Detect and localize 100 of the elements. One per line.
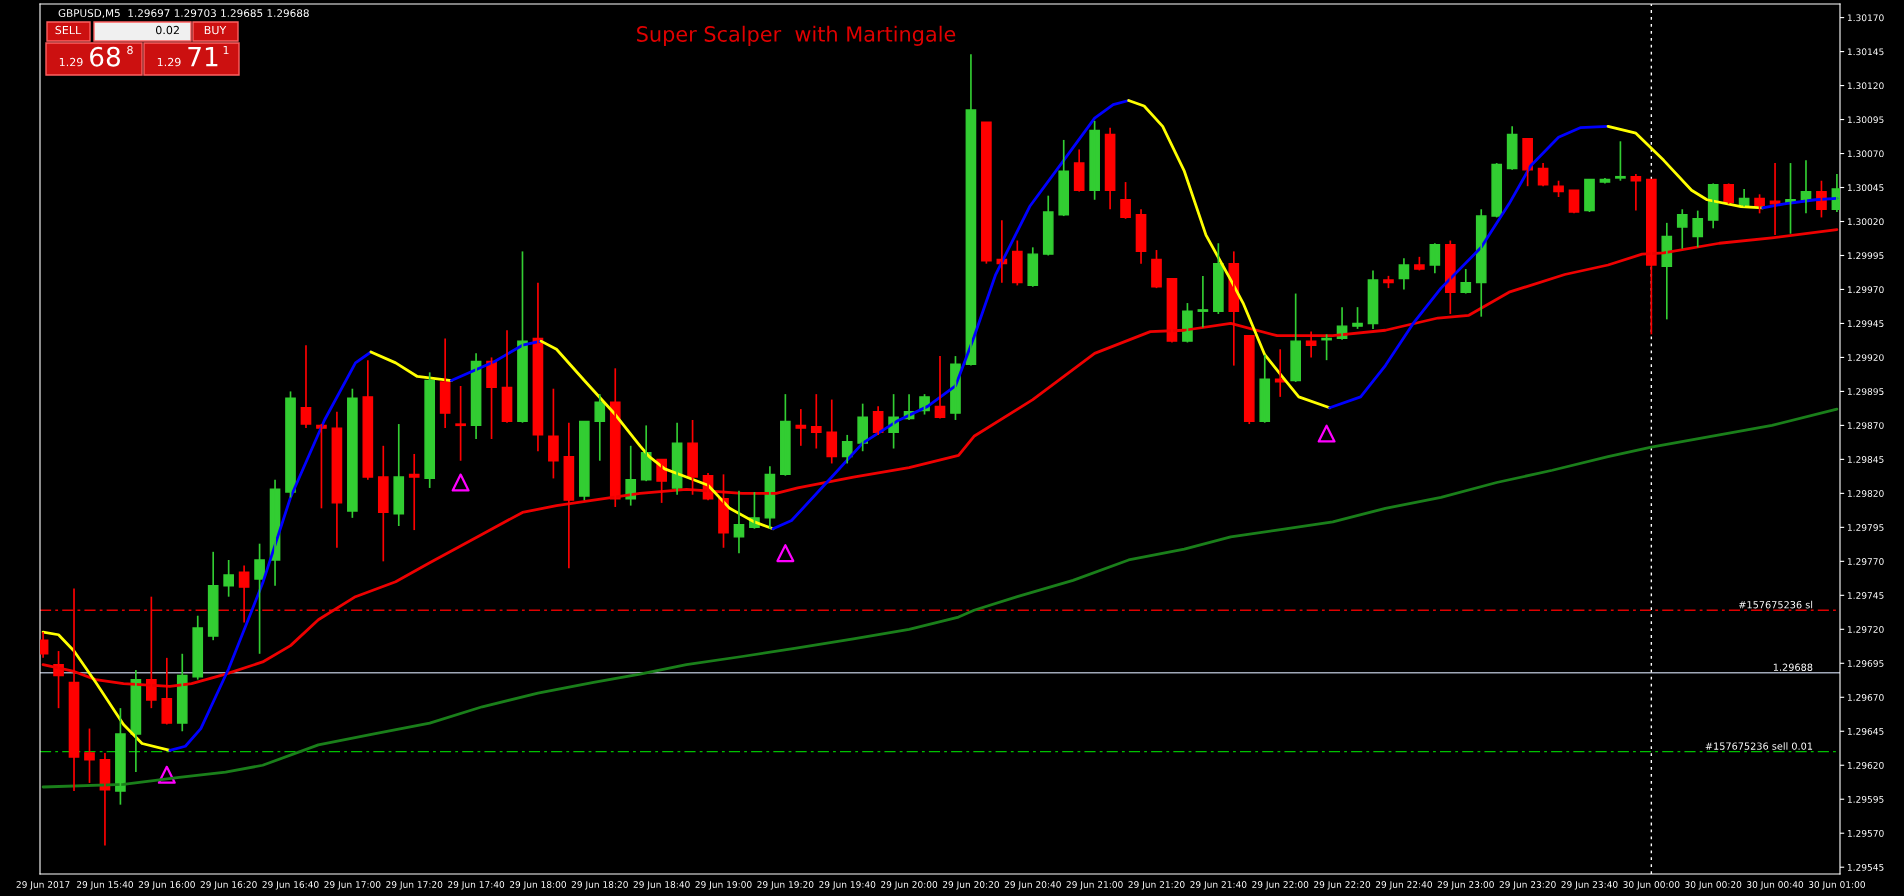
x-tick-label: 30 Jun 01:00 [1808, 881, 1865, 890]
point [157, 765, 176, 784]
y-tick-label: 1.29920 [1847, 354, 1884, 361]
x-tick-label: 29 Jun 23:20 [1499, 881, 1556, 890]
annotation: 68 [90, 46, 120, 67]
annotation: BUY [204, 25, 227, 35]
candlestick [517, 250, 528, 424]
candlestick [1352, 306, 1363, 330]
x-tick-label: 29 Jun 21:20 [1128, 881, 1185, 890]
x-tick-label: 29 Jun 18:00 [509, 881, 567, 890]
x-tick-label: 29 Jun 2017 [16, 881, 70, 890]
y-tick-label: 1.29995 [1847, 252, 1884, 260]
line-series [1606, 124, 1765, 210]
candlestick [347, 387, 358, 519]
y-tick-label: 1.29945 [1847, 320, 1884, 328]
line-series [41, 228, 1839, 688]
y-tick-label: 1.29970 [1847, 286, 1884, 294]
x-tick-label: 29 Jun 22:20 [1314, 881, 1371, 890]
y-tick-label: 1.29820 [1847, 490, 1884, 497]
x-tick-label: 29 Jun 21:00 [1066, 881, 1123, 890]
y-tick-label: 1.30095 [1847, 116, 1884, 124]
line-series [1127, 99, 1332, 410]
x-tick-label: 29 Jun 16:40 [262, 881, 319, 890]
candlestick [254, 542, 265, 655]
candlestick [981, 121, 992, 265]
y-tick-label: 1.29895 [1847, 388, 1884, 395]
x-tick-label: 29 Jun 17:40 [448, 881, 505, 890]
y-tick-label: 1.29770 [1847, 558, 1884, 565]
x-tick-label: 29 Jun 16:20 [200, 881, 257, 890]
y-tick-label: 1.30070 [1847, 150, 1884, 158]
annotation: 1.29 [59, 57, 83, 67]
x-tick-label: 30 Jun 00:20 [1685, 881, 1742, 890]
x-tick-label: 29 Jun 18:40 [633, 881, 690, 890]
x-tick-label: 29 Jun 17:00 [324, 881, 381, 890]
x-tick-label: 29 Jun 15:40 [76, 881, 134, 890]
x-tick-label: 30 Jun 00:00 [1623, 881, 1680, 890]
annotation: SELL [55, 25, 82, 35]
line-series [539, 339, 775, 531]
y-tick-label: 1.29795 [1847, 524, 1884, 531]
line-series [1328, 124, 1610, 410]
candlestick [1120, 181, 1131, 220]
y-tick-label: 1.29670 [1847, 694, 1884, 701]
line-series [168, 350, 373, 752]
y-tick-label: 1.29645 [1847, 728, 1884, 735]
x-tick-label: 29 Jun 20:40 [1004, 881, 1061, 890]
y-tick-label: 1.29595 [1847, 795, 1884, 803]
x-tick-label: 29 Jun 22:40 [1375, 881, 1432, 890]
x-tick-label: 29 Jun 22:00 [1252, 881, 1309, 890]
candlestick [115, 707, 126, 806]
x-tick-label: 29 Jun 19:40 [819, 881, 876, 890]
y-tick-label: 1.29545 [1847, 863, 1884, 871]
y-tick-label: 1.29745 [1847, 592, 1884, 599]
y-tick-label: 1.30145 [1847, 48, 1884, 56]
x-tick-label: 29 Jun 17:20 [386, 881, 443, 890]
x-tick-label: 29 Jun 20:20 [942, 881, 999, 890]
ref-line-label: #157675236 sell 0.01 [1705, 742, 1813, 750]
candlestick [780, 393, 791, 477]
candlestick [285, 390, 296, 499]
candlestick [1213, 242, 1224, 315]
x-tick-label: 29 Jun 23:40 [1561, 881, 1618, 890]
annotation: 1.29 [157, 57, 181, 67]
point [1317, 424, 1336, 443]
x-tick-label: 29 Jun 18:20 [571, 881, 628, 890]
candlestick [548, 387, 559, 480]
candlestick [223, 559, 234, 598]
y-tick-label: 1.29870 [1847, 422, 1884, 429]
candlestick [455, 385, 466, 462]
annotation: 1 [223, 45, 229, 55]
candlestick [1646, 178, 1657, 336]
y-tick-label: 1.30045 [1847, 184, 1884, 192]
annotation: 8 [127, 45, 133, 55]
x-tick-label: 29 Jun 19:00 [695, 881, 752, 890]
x-tick-label: 29 Jun 21:40 [1190, 881, 1247, 890]
line-series [41, 407, 1839, 789]
candlestick [1151, 249, 1162, 289]
x-tick-label: 30 Jun 00:40 [1747, 881, 1804, 890]
annotation: 0.02 [155, 25, 179, 35]
point [776, 544, 795, 563]
y-tick-label: 1.30170 [1847, 14, 1884, 22]
y-tick-label: 1.30020 [1847, 218, 1884, 226]
candlestick [687, 419, 698, 496]
ref-line-label: #157675236 sl [1739, 600, 1813, 609]
candlestick [1615, 140, 1626, 182]
y-tick-label: 1.29620 [1847, 761, 1884, 769]
chart-subtitle: GBPUSD,M5 1.29697 1.29703 1.29685 1.29688 [58, 9, 309, 19]
ref-line-label: 1.29688 [1773, 663, 1813, 671]
candlestick [1089, 120, 1100, 201]
line-series [771, 99, 1131, 531]
candlestick [1754, 193, 1765, 215]
annotation: 71 [188, 47, 218, 67]
x-tick-label: 29 Jun 16:00 [138, 881, 195, 890]
point [451, 473, 470, 492]
line-series [41, 630, 172, 752]
x-tick-label: 29 Jun 23:00 [1437, 881, 1494, 890]
x-tick-label: 29 Jun 19:20 [757, 881, 814, 890]
y-tick-label: 1.29845 [1847, 456, 1884, 463]
y-tick-label: 1.29695 [1847, 660, 1884, 667]
x-tick-label: 29 Jun 20:00 [881, 881, 938, 890]
candlestick [1584, 178, 1595, 213]
y-tick-label: 1.29720 [1847, 626, 1884, 633]
